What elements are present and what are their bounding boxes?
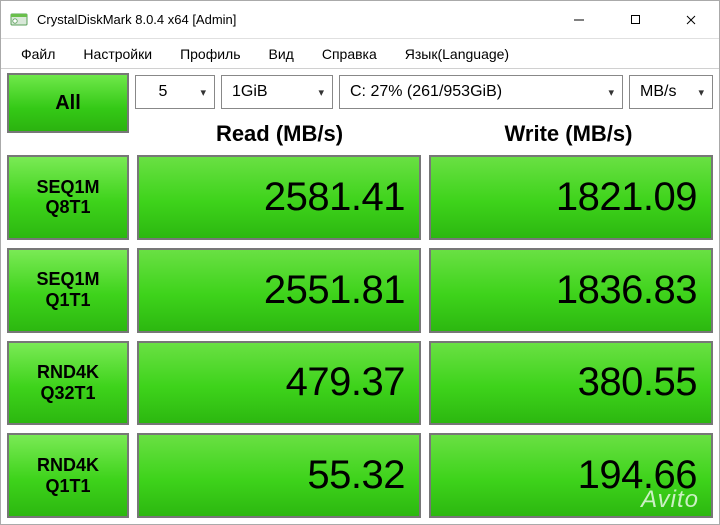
test-size-select[interactable]: 1GiB ▾: [221, 75, 333, 109]
run-all-button[interactable]: All: [7, 73, 129, 133]
menu-bar: Файл Настройки Профиль Вид Справка Язык(…: [1, 39, 719, 69]
menu-file[interactable]: Файл: [9, 42, 67, 66]
write-header: Write (MB/s): [424, 121, 713, 147]
menu-settings[interactable]: Настройки: [71, 42, 164, 66]
read-header: Read (MB/s): [135, 121, 424, 147]
loop-count-value: 5: [159, 83, 168, 101]
menu-language[interactable]: Язык(Language): [393, 42, 521, 66]
close-button[interactable]: [663, 1, 719, 38]
test-button-rnd4k-q1t1[interactable]: RND4K Q1T1: [7, 433, 129, 518]
test-label-line1: RND4K: [37, 455, 99, 476]
close-icon: [685, 14, 697, 26]
read-value-cell: 479.37: [137, 341, 421, 426]
minimize-icon: [573, 14, 585, 26]
window-controls: [551, 1, 719, 38]
read-value-cell: 2581.41: [137, 155, 421, 240]
test-label-line2: Q8T1: [45, 197, 90, 218]
unit-select[interactable]: MB/s ▾: [629, 75, 713, 109]
result-row: SEQ1M Q8T1 2581.41 1821.09: [7, 155, 713, 240]
maximize-icon: [630, 14, 641, 25]
test-button-seq1m-q1t1[interactable]: SEQ1M Q1T1: [7, 248, 129, 333]
app-icon-wrap: [1, 11, 37, 29]
test-button-seq1m-q8t1[interactable]: SEQ1M Q8T1: [7, 155, 129, 240]
menu-view[interactable]: Вид: [257, 42, 306, 66]
test-label-line2: Q1T1: [45, 290, 90, 311]
app-icon: [10, 11, 28, 29]
loop-count-select[interactable]: 5 ▾: [135, 75, 215, 109]
drive-value: C: 27% (261/953GiB): [350, 83, 502, 101]
maximize-button[interactable]: [607, 1, 663, 38]
chevron-down-icon: ▾: [690, 86, 704, 99]
controls-row: All 5 ▾ 1GiB ▾ C: 27% (261/953GiB) ▾ MB/…: [1, 69, 719, 113]
chevron-down-icon: ▾: [310, 86, 324, 99]
minimize-button[interactable]: [551, 1, 607, 38]
app-window: CrystalDiskMark 8.0.4 x64 [Admin] Файл Н…: [0, 0, 720, 525]
result-row: RND4K Q32T1 479.37 380.55: [7, 341, 713, 426]
result-row: RND4K Q1T1 55.32 194.66: [7, 433, 713, 518]
menu-profile[interactable]: Профиль: [168, 42, 252, 66]
read-value-cell: 2551.81: [137, 248, 421, 333]
result-row: SEQ1M Q1T1 2551.81 1836.83: [7, 248, 713, 333]
drive-select[interactable]: C: 27% (261/953GiB) ▾: [339, 75, 623, 109]
write-value-cell: 380.55: [429, 341, 713, 426]
test-label-line2: Q1T1: [45, 476, 90, 497]
write-value-cell: 194.66: [429, 433, 713, 518]
menu-help[interactable]: Справка: [310, 42, 389, 66]
title-bar: CrystalDiskMark 8.0.4 x64 [Admin]: [1, 1, 719, 39]
read-value-cell: 55.32: [137, 433, 421, 518]
result-grid: SEQ1M Q8T1 2581.41 1821.09 SEQ1M Q1T1 25…: [1, 155, 719, 524]
unit-value: MB/s: [640, 83, 676, 101]
test-label-line2: Q32T1: [40, 383, 95, 404]
test-label-line1: SEQ1M: [36, 269, 99, 290]
chevron-down-icon: ▾: [600, 86, 614, 99]
run-all-label: All: [55, 92, 81, 115]
test-button-rnd4k-q32t1[interactable]: RND4K Q32T1: [7, 341, 129, 426]
chevron-down-icon: ▾: [192, 86, 206, 99]
test-size-value: 1GiB: [232, 83, 268, 101]
write-value-cell: 1836.83: [429, 248, 713, 333]
write-value-cell: 1821.09: [429, 155, 713, 240]
test-label-line1: RND4K: [37, 362, 99, 383]
test-label-line1: SEQ1M: [36, 177, 99, 198]
window-title: CrystalDiskMark 8.0.4 x64 [Admin]: [37, 12, 551, 27]
